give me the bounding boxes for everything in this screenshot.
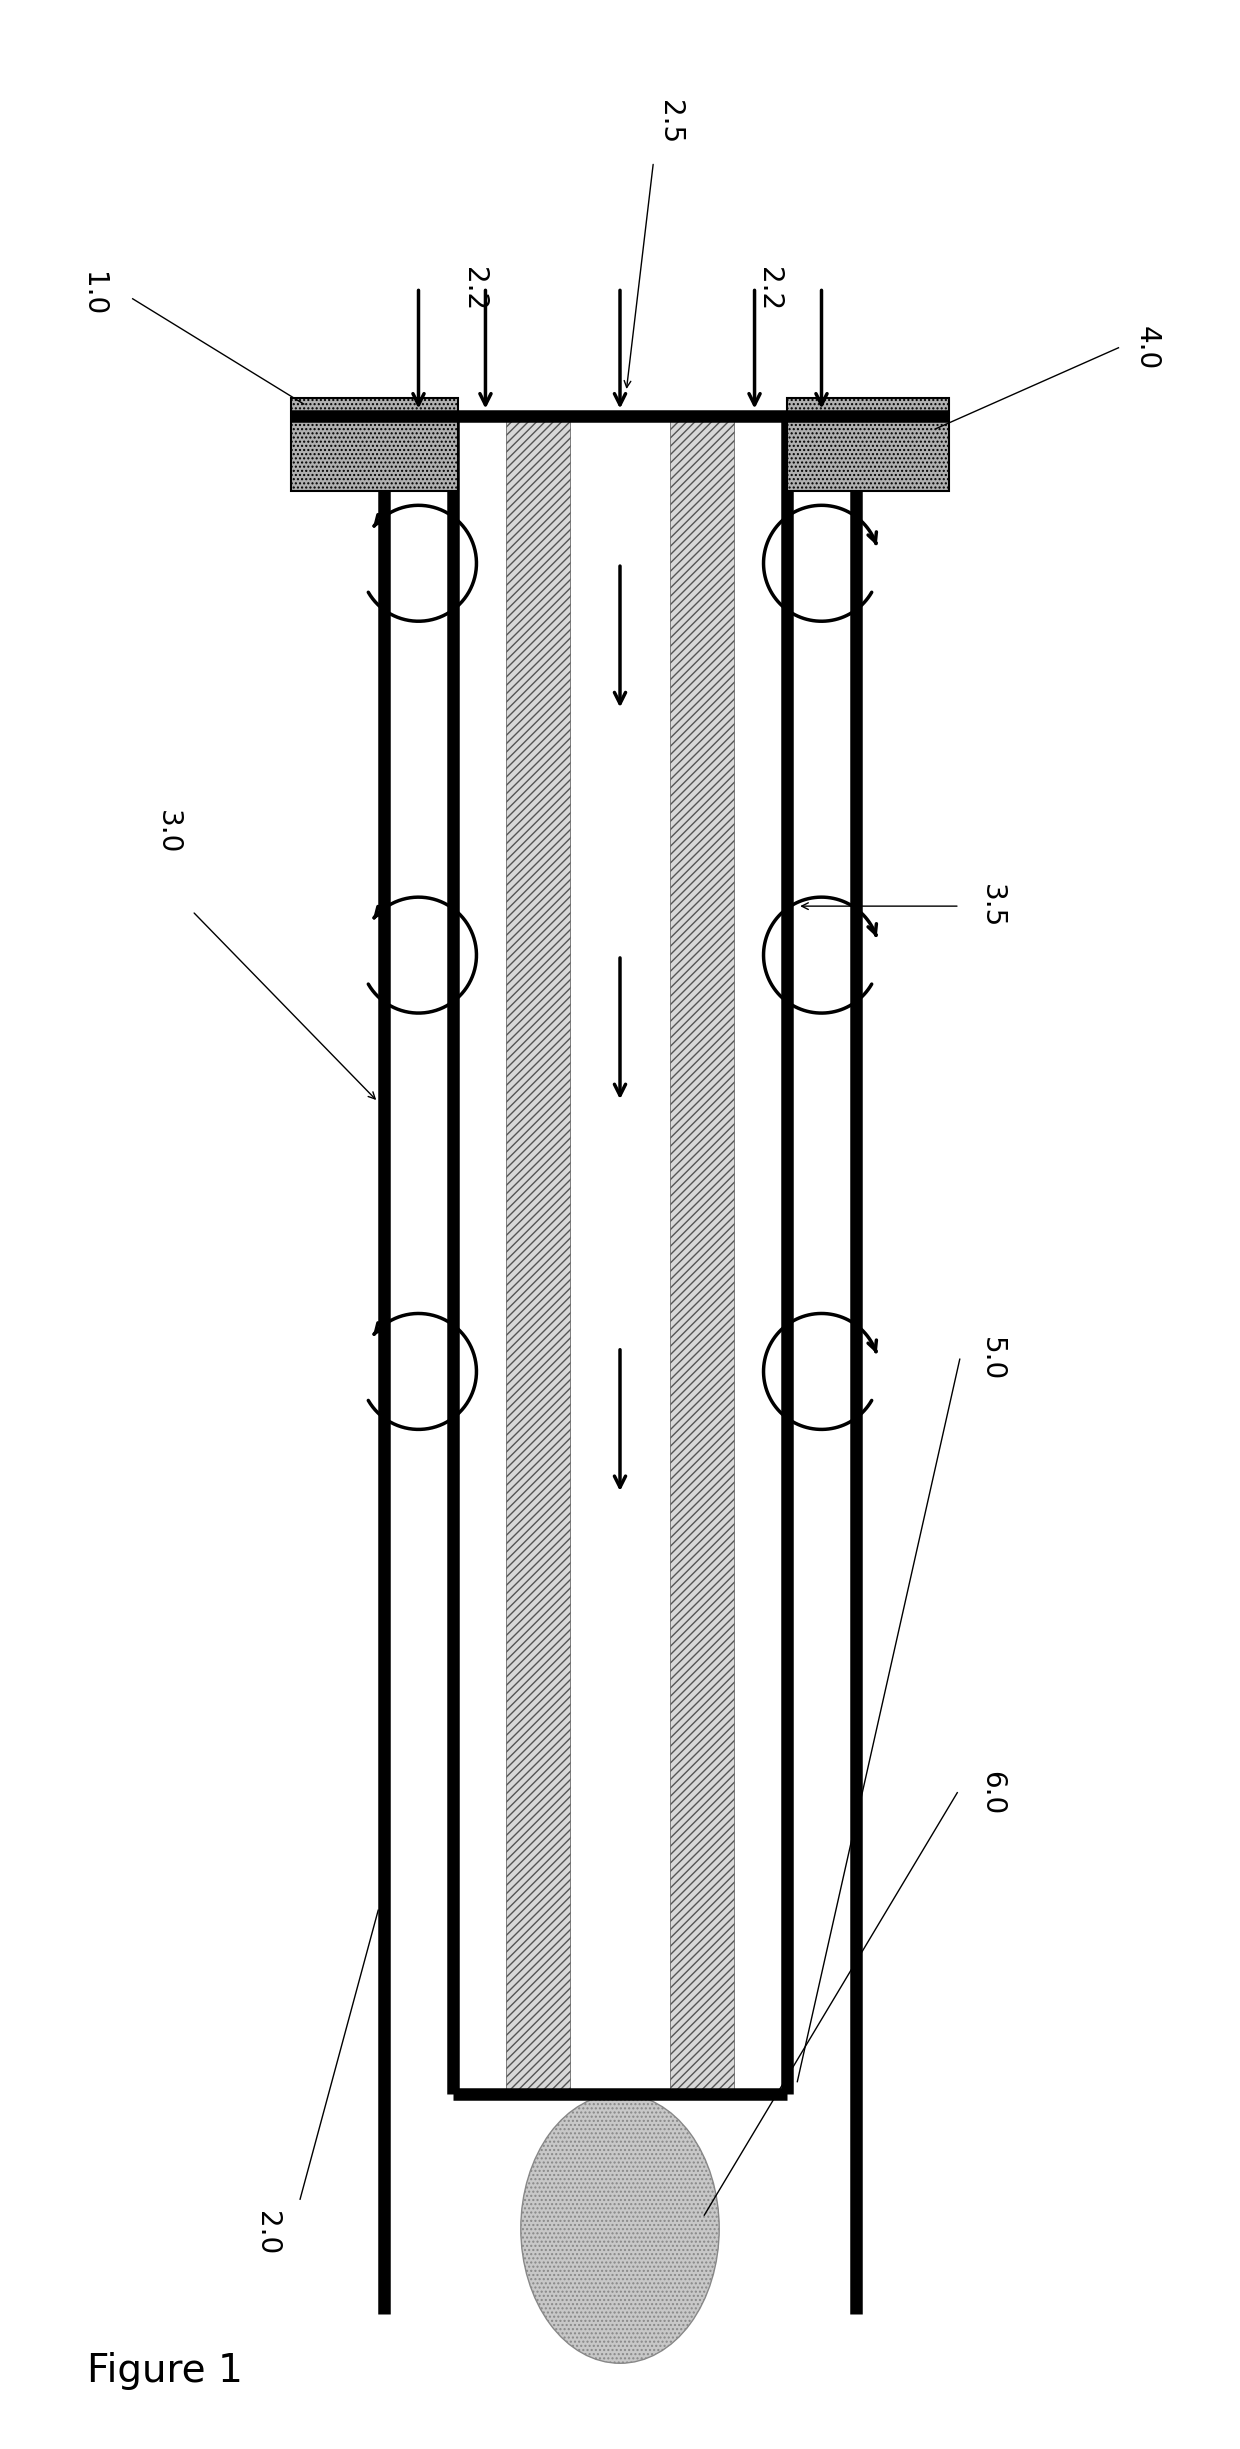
Text: 6.0: 6.0 — [978, 1771, 1006, 1815]
Text: 2.2: 2.2 — [460, 267, 487, 311]
Text: Figure 1: Figure 1 — [87, 2351, 243, 2390]
Bar — [291, 397, 458, 490]
Text: 2.5: 2.5 — [656, 100, 683, 144]
Bar — [506, 416, 570, 2094]
Bar — [787, 397, 949, 490]
Text: 4.0: 4.0 — [1133, 326, 1161, 370]
Text: 3.0: 3.0 — [154, 811, 181, 855]
Text: 1.0: 1.0 — [79, 272, 107, 316]
Ellipse shape — [521, 2094, 719, 2363]
Text: 3.5: 3.5 — [978, 884, 1006, 928]
Text: 2.2: 2.2 — [755, 267, 782, 311]
Text: 5.0: 5.0 — [978, 1337, 1006, 1381]
Text: 2.0: 2.0 — [253, 2211, 280, 2256]
Bar — [670, 416, 734, 2094]
